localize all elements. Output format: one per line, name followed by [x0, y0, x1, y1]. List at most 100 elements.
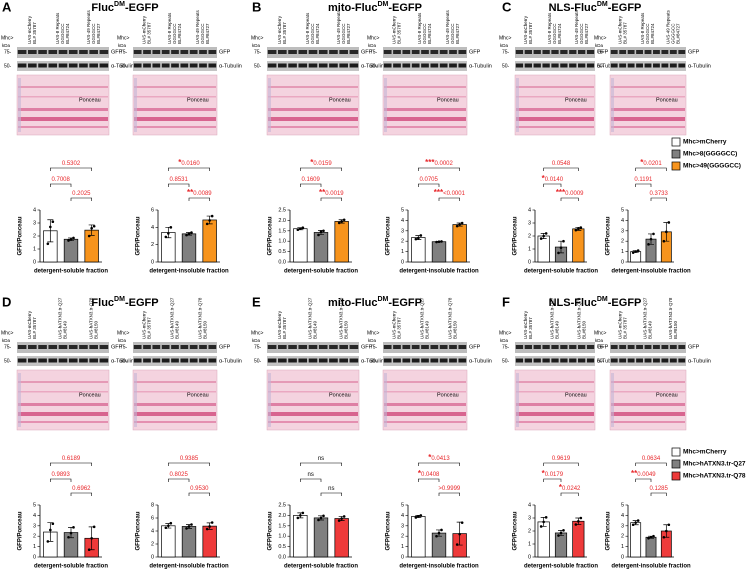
lane-label: BL#84727	[584, 23, 589, 44]
lane-label: UAS-49 Repeats	[336, 9, 341, 44]
lane-label: UAS-hATXN3.tr-Q78	[576, 297, 581, 339]
x-axis-label: detergent-insoluble fraction	[611, 269, 691, 275]
p-value: ***0.0002	[425, 158, 453, 167]
legend-label: Mhc>mCherry	[683, 139, 727, 146]
data-point	[559, 246, 563, 249]
data-point	[542, 234, 545, 238]
p-value: 0.2025	[72, 191, 91, 197]
lane-label: BL# 35787	[528, 22, 533, 44]
y-tick-label: 2	[33, 233, 36, 239]
blot-label: 75-	[254, 49, 262, 55]
band	[636, 358, 643, 363]
band	[619, 345, 627, 349]
y-axis-label: GFP/Ponceau	[18, 511, 24, 550]
blot-label: 75-	[120, 49, 128, 55]
ponceau-band	[611, 108, 685, 111]
data-point	[544, 516, 548, 519]
blot-ponceau	[266, 74, 360, 136]
y-tick-label: 1	[528, 246, 531, 252]
y-axis-label: GFP/Ponceau	[606, 216, 612, 255]
ladder	[611, 78, 614, 132]
comparison-bracket	[418, 462, 460, 466]
band	[298, 345, 308, 349]
p-value: 0.8025	[169, 472, 188, 478]
comparison-bracket	[650, 197, 667, 201]
band	[189, 345, 198, 349]
comparison-bracket	[438, 197, 460, 201]
band	[542, 358, 550, 363]
data-point	[187, 232, 191, 236]
ladder	[611, 373, 614, 427]
p-value: *0.0413	[428, 453, 450, 462]
band	[58, 50, 68, 54]
y-tick-label: 1	[401, 249, 404, 255]
panel-title: mito-FlucDM-EGFP	[328, 296, 422, 309]
title-part: Fluc	[91, 297, 114, 309]
ponceau-band	[611, 86, 685, 88]
blot-label: GFP	[361, 49, 373, 55]
data-point	[440, 240, 443, 243]
band	[133, 358, 142, 363]
data-point	[647, 536, 650, 540]
significance-stars: **	[631, 469, 638, 478]
band	[402, 63, 411, 68]
band	[298, 358, 308, 363]
band	[161, 50, 170, 54]
band	[515, 345, 524, 349]
band	[339, 63, 348, 68]
legend-label: Mhc>mCherry	[683, 449, 727, 456]
lane-label: UAS-8 Repeats	[167, 12, 172, 44]
lane-label: UAS-hATXN3.tr-Q27	[420, 297, 425, 339]
lane-label: BL#84724	[65, 23, 70, 44]
data-point	[208, 219, 211, 222]
p-value-text: 0.0159	[313, 161, 332, 167]
blot-label: kDa	[595, 338, 603, 343]
data-point	[69, 237, 73, 241]
data-point	[414, 237, 418, 241]
data-point	[636, 249, 640, 252]
band	[308, 358, 318, 363]
band	[171, 63, 179, 68]
p-value-text: 0.0548	[552, 161, 571, 167]
data-point	[574, 228, 578, 232]
band	[542, 50, 550, 54]
data-point	[69, 531, 73, 535]
p-value: 0.6962	[72, 486, 91, 492]
band	[89, 63, 98, 68]
y-tick-label: 0.0	[278, 554, 286, 560]
band	[569, 63, 577, 68]
band	[430, 358, 439, 363]
ponceau-band	[516, 108, 594, 111]
bar	[537, 521, 550, 558]
legend-label: Mhc>hATXN3.tr-Q27	[683, 461, 746, 468]
ponceau-band	[268, 126, 358, 128]
blot-label: 75-	[4, 344, 12, 350]
comparison-bracket	[168, 462, 210, 466]
band	[339, 50, 348, 54]
blot-label: 50-	[502, 63, 510, 69]
band	[278, 358, 287, 363]
band	[17, 358, 27, 363]
band	[560, 63, 568, 68]
band	[208, 63, 217, 68]
y-axis-label: GFP/Ponceau	[386, 511, 392, 550]
band	[627, 50, 635, 54]
p-value: ns	[318, 456, 324, 462]
band	[411, 358, 420, 363]
blot-ponceau	[382, 369, 468, 431]
panel-title: FlucDM-EGFP	[91, 296, 158, 309]
lane-label: BL#84724	[650, 23, 655, 44]
band	[267, 50, 277, 54]
error-bar	[47, 219, 54, 243]
lane-label: BL#8150	[453, 320, 458, 339]
y-tick-label: 3	[401, 228, 404, 234]
band	[610, 345, 618, 349]
data-point	[557, 534, 560, 537]
band	[421, 50, 429, 54]
lane-label: GGGGCC	[552, 23, 557, 44]
band	[439, 358, 448, 363]
y-axis-label: GFP/Ponceau	[268, 511, 274, 550]
band	[99, 50, 109, 54]
lane-label: UAS-mCherry	[277, 310, 282, 339]
lane-label: BL# 35787	[622, 317, 627, 339]
